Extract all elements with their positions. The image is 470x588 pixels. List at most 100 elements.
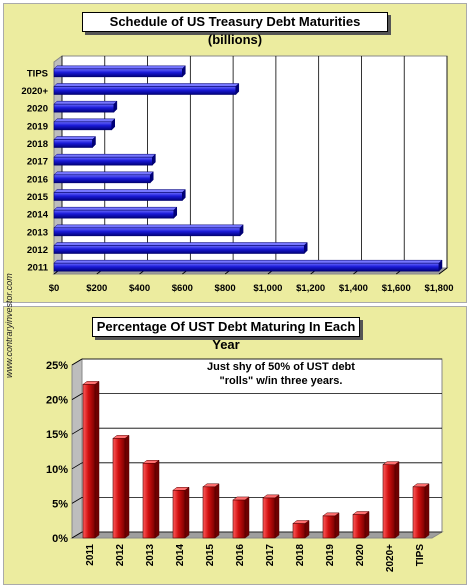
- y-gridline-side: [71, 358, 83, 366]
- bar: [142, 462, 156, 539]
- bar-end: [113, 100, 118, 113]
- y-tick-label: 15%: [46, 429, 68, 441]
- bar-end: [92, 135, 96, 149]
- y-tick-label: 2015: [27, 192, 49, 203]
- bar: [292, 523, 306, 539]
- bar-top: [53, 118, 116, 123]
- maturities-bar-chart: $0 $200 $400 $600 $800 $1,000 $1,200 $1,400 $1,6…: [21, 55, 454, 294]
- bar-top: [322, 512, 340, 517]
- y-tick-label: 2017: [27, 157, 48, 168]
- bar-side: [394, 461, 400, 539]
- bar: [412, 486, 426, 539]
- x-tick-label: $1,800: [424, 283, 453, 294]
- bar-top: [53, 136, 97, 140]
- x-tick-label: $800: [215, 283, 236, 294]
- bar-side: [364, 510, 370, 539]
- y-tick-label: 2012: [27, 245, 48, 256]
- x-tick-label: $1,200: [296, 283, 325, 294]
- x-gridline-floor: [438, 267, 448, 275]
- bar-side: [424, 483, 430, 539]
- bar: [53, 156, 153, 166]
- bar: [352, 514, 366, 539]
- y-tick-label: 2020+: [21, 86, 48, 97]
- bar-top: [53, 100, 118, 105]
- x-tick-label: 2014: [175, 544, 186, 567]
- watermark: www.contraryinvestor.com: [4, 273, 14, 378]
- bar-end: [173, 206, 178, 219]
- x-tick-label: 2016: [235, 544, 246, 567]
- y-tick-label: 20%: [46, 395, 68, 407]
- bar-top: [53, 259, 443, 264]
- bar-top: [53, 171, 154, 176]
- bar-top: [172, 487, 190, 491]
- bar-top: [53, 224, 244, 229]
- y-tick-label: 2018: [27, 139, 48, 150]
- x-tick-label: 2020+: [385, 544, 396, 572]
- bar-end: [235, 82, 240, 96]
- bar: [172, 489, 186, 539]
- bar-side: [94, 380, 100, 539]
- y-gridline-side: [71, 393, 83, 400]
- y-gridline-side: [71, 427, 83, 435]
- bar-side: [334, 512, 340, 539]
- bar-side: [154, 459, 160, 539]
- bar-side: [214, 483, 220, 539]
- maturities-chart-title: Schedule of US Treasury Debt Maturities …: [82, 12, 388, 47]
- y-tick-label: 2014: [27, 210, 49, 221]
- x-tick-label: $1,400: [339, 283, 368, 294]
- annotation-line-1: Just shy of 50% of UST debt: [207, 361, 355, 373]
- bar-top: [142, 460, 160, 464]
- bar-top: [53, 189, 186, 193]
- bar-top: [82, 381, 100, 385]
- x-tick-label: 2017: [265, 544, 276, 567]
- x-tick-label: $200: [86, 283, 107, 294]
- maturities-panel: Schedule of US Treasury Debt Maturities …: [3, 3, 467, 303]
- bar-top: [412, 483, 430, 488]
- y-tick-label: 2016: [27, 174, 48, 185]
- bar-top: [262, 494, 280, 499]
- bar-top: [53, 153, 156, 158]
- chart-annotation: Just shy of 50% of UST debt "rolls" w/in…: [206, 360, 356, 388]
- bar-top: [53, 206, 178, 211]
- bar-side: [184, 486, 190, 539]
- y-tick-label: 25%: [46, 360, 68, 372]
- percentage-chart-title: Percentage Of UST Debt Maturing In Each …: [92, 317, 360, 352]
- bar: [382, 464, 396, 539]
- bar: [53, 227, 241, 237]
- y-gridline-side: [71, 462, 83, 470]
- y-tick-label: 0%: [52, 533, 68, 545]
- x-tick-label: 2012: [115, 544, 126, 567]
- bar-side: [244, 496, 250, 539]
- x-tick-label: 2020: [355, 544, 366, 567]
- y-tick-label: 2020: [27, 104, 48, 115]
- bar: [53, 103, 115, 113]
- bar-end: [304, 241, 308, 255]
- x-tick-label: 2015: [205, 544, 216, 567]
- bar: [53, 86, 237, 95]
- bar: [53, 262, 440, 272]
- y-tick-label: TIPS: [27, 68, 48, 79]
- bar-top: [232, 496, 250, 501]
- x-tick-label: $1,000: [253, 283, 282, 294]
- bar: [82, 384, 96, 539]
- bar: [322, 515, 336, 539]
- bar-side: [274, 494, 280, 539]
- percentage-panel: Percentage Of UST Debt Maturing In Each …: [3, 306, 467, 585]
- x-tick-label: $0: [49, 283, 60, 294]
- percentage-bar-chart: 0% 5% 10% 15% 20% 25% 2011 2012 2013 2014 2015 2016…: [46, 358, 444, 572]
- bar-top: [382, 461, 400, 465]
- bar: [53, 192, 183, 201]
- x-tick-label: 2013: [145, 544, 156, 567]
- watermark-text: www.contraryinvestor.com: [4, 273, 14, 378]
- bar-top: [202, 483, 220, 488]
- y-gridline-side: [71, 531, 83, 539]
- bar-top: [53, 242, 308, 246]
- x-tick-label: TIPS: [415, 544, 426, 567]
- y-tick-label: 2013: [27, 227, 48, 238]
- bar-top: [352, 511, 370, 515]
- bar-side: [124, 434, 130, 539]
- x-tick-label: 2011: [85, 544, 96, 566]
- bar: [53, 209, 175, 219]
- bar-end: [182, 188, 186, 202]
